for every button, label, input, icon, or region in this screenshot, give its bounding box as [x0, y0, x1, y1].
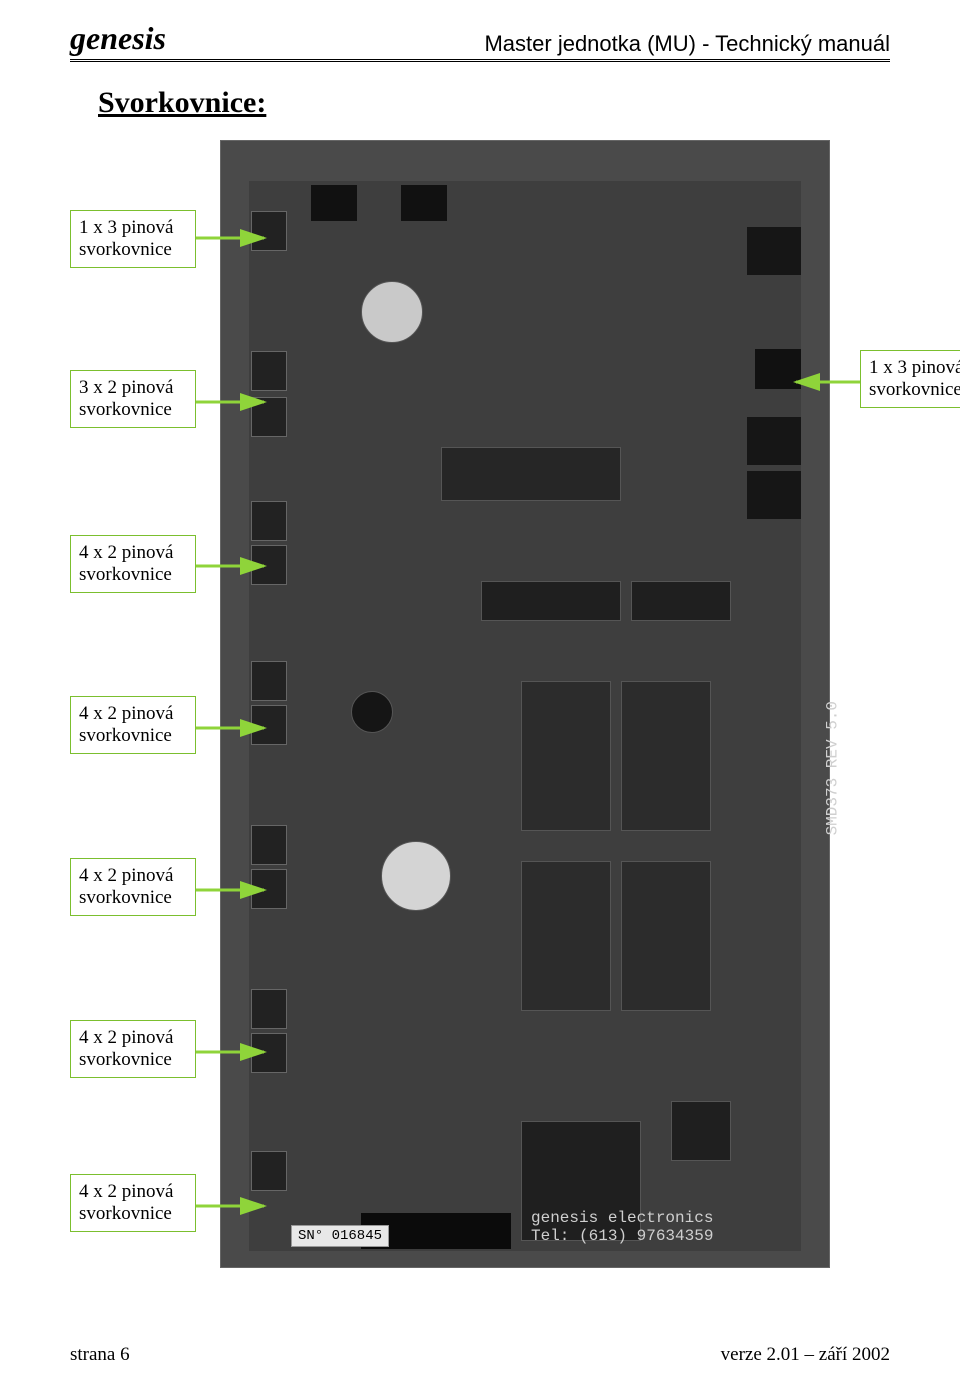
pin-connector [251, 211, 287, 251]
pin-connector [251, 351, 287, 391]
callout-label: 4 x 2 pinovásvorkovnice [70, 1020, 196, 1078]
dip-socket [521, 681, 611, 831]
callout-label: 1 x 3 pinovásvorkovnice [70, 210, 196, 268]
callout-line2: svorkovnice [79, 1203, 187, 1225]
header-doc-title: Master jednotka (MU) - Technický manuál [484, 31, 890, 57]
section-title: Svorkovnice: [98, 86, 890, 120]
pin-connector [251, 989, 287, 1029]
callout-label: 4 x 2 pinovásvorkovnice [70, 858, 196, 916]
header-brand: genesis [70, 20, 166, 57]
callout-line1: 3 x 2 pinová [79, 377, 187, 399]
callout-line1: 4 x 2 pinová [79, 703, 187, 725]
buzzer [351, 691, 393, 733]
rj-socket [747, 417, 801, 465]
pcb-brand-text: genesis electronics [531, 1209, 713, 1227]
footer-page-number: strana 6 [70, 1344, 130, 1366]
footer-version: verze 2.01 – září 2002 [721, 1344, 890, 1366]
terminal-block [401, 185, 447, 221]
callout-line2: svorkovnice [79, 725, 187, 747]
callout-line1: 4 x 2 pinová [79, 542, 187, 564]
callout-label: 4 x 2 pinovásvorkovnice [70, 1174, 196, 1232]
pcb-tel-text: Tel: (613) 97634359 [531, 1227, 713, 1245]
coin-cell-battery [381, 841, 451, 911]
callout-label: 3 x 2 pinovásvorkovnice [70, 370, 196, 428]
ic-chip [671, 1101, 731, 1161]
pin-connector [251, 545, 287, 585]
callout-line2: svorkovnice [79, 887, 187, 909]
callout-line2: svorkovnice [79, 239, 187, 261]
callout-line1: 4 x 2 pinová [79, 1027, 187, 1049]
callout-line1: 4 x 2 pinová [79, 865, 187, 887]
pin-connector [251, 661, 287, 701]
pin-connector [755, 349, 801, 389]
callout-line1: 1 x 3 pinová [869, 357, 960, 379]
pcb-rev-text: SMD373 REV 5.0 [823, 701, 841, 835]
callout-label: 1 x 3 pinovásvorkovnice [860, 350, 960, 408]
pin-connector [251, 825, 287, 865]
ic-chip [481, 581, 621, 621]
page-header: genesis Master jednotka (MU) - Technický… [70, 20, 890, 62]
callout-line1: 1 x 3 pinová [79, 217, 187, 239]
pin-connector [251, 501, 287, 541]
callout-label: 4 x 2 pinovásvorkovnice [70, 535, 196, 593]
pin-connector [251, 1033, 287, 1073]
callout-line2: svorkovnice [79, 564, 187, 586]
relay [441, 447, 621, 501]
callout-label: 4 x 2 pinovásvorkovnice [70, 696, 196, 754]
callout-line2: svorkovnice [79, 1049, 187, 1071]
terminal-block [311, 185, 357, 221]
capacitor [361, 281, 423, 343]
pin-connector [251, 1151, 287, 1191]
rj-socket [747, 471, 801, 519]
page-footer: strana 6 verze 2.01 – září 2002 [70, 1344, 890, 1366]
pin-connector [251, 705, 287, 745]
callout-line1: 4 x 2 pinová [79, 1181, 187, 1203]
ic-chip [631, 581, 731, 621]
pcb-photo: SN° 016845 genesis electronics Tel: (613… [220, 140, 830, 1268]
callout-line2: svorkovnice [79, 399, 187, 421]
pin-connector [251, 397, 287, 437]
callout-line2: svorkovnice [869, 379, 960, 401]
pin-connector [251, 869, 287, 909]
dip-socket [521, 861, 611, 1011]
sn-label: SN° 016845 [291, 1225, 389, 1247]
dip-socket [621, 861, 711, 1011]
diagram-area: SN° 016845 genesis electronics Tel: (613… [70, 140, 890, 1280]
dip-socket [621, 681, 711, 831]
rj-socket [747, 227, 801, 275]
